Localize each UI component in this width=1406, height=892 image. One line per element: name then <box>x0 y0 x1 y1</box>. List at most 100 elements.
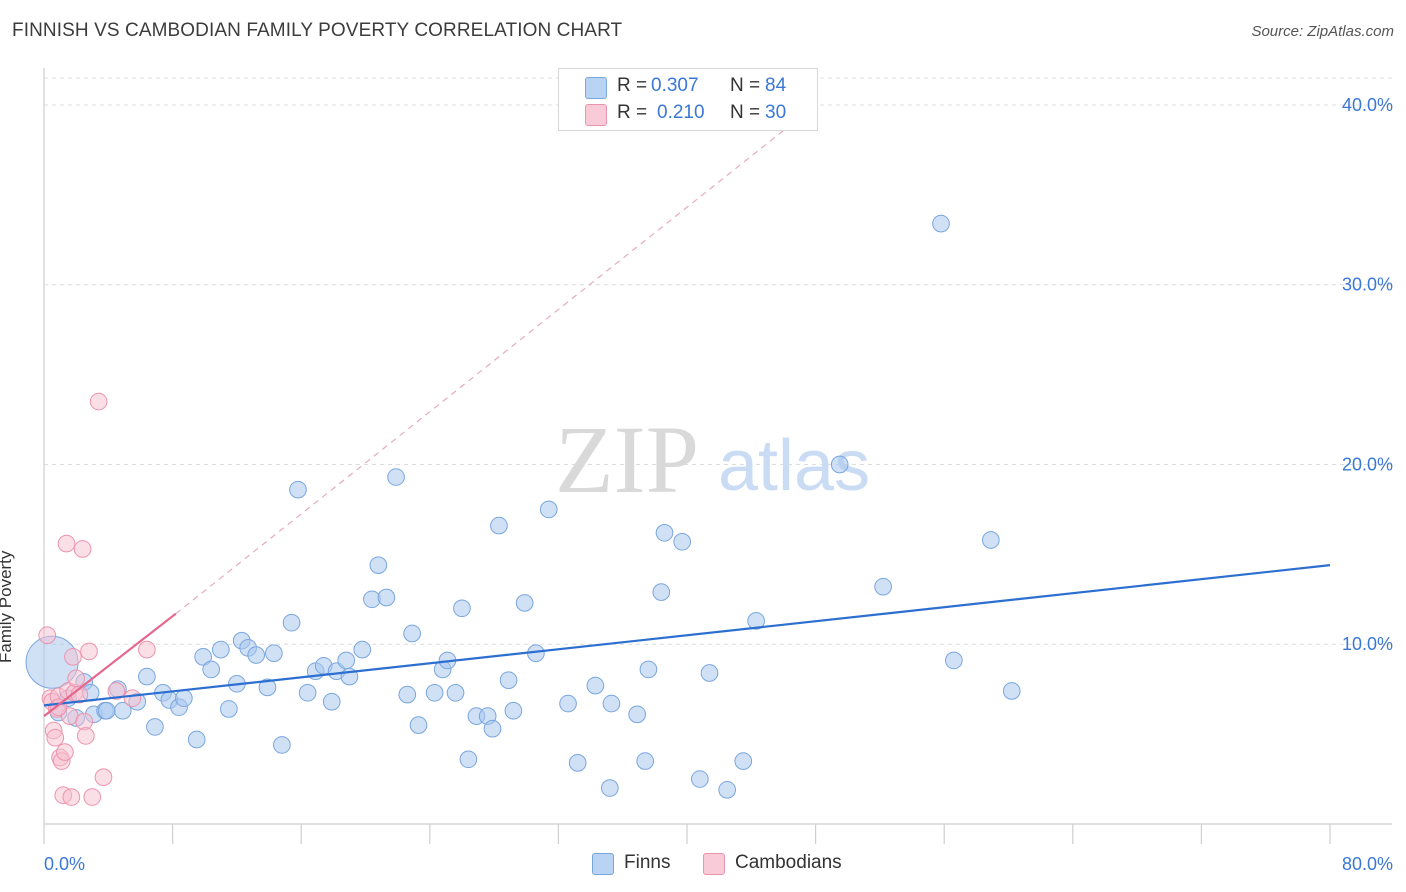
cambodians-point-4 <box>46 728 65 747</box>
finns-point-61 <box>559 694 577 713</box>
cambodians-points <box>38 392 156 806</box>
finns-point-81 <box>981 531 1000 549</box>
finns-point-56 <box>499 671 518 690</box>
source-label: Source: ZipAtlas.com <box>1251 23 1394 40</box>
finns-r-label: R = <box>617 75 648 96</box>
y-tick-label-0: 10.0% <box>1342 634 1393 654</box>
finns-point-26 <box>258 678 277 697</box>
cambodians-point-24 <box>89 392 108 411</box>
finns-point-80 <box>945 651 963 670</box>
finns-point-19 <box>202 660 221 679</box>
cambodians-n-label: N = <box>730 102 761 123</box>
finns-point-58 <box>515 594 534 612</box>
finns-point-69 <box>652 583 671 601</box>
finns-point-45 <box>409 716 428 734</box>
cambodians-swatch <box>585 104 607 126</box>
cambodians-point-15 <box>64 647 82 666</box>
cambodians-trend-line <box>43 612 177 718</box>
finns-swatch <box>585 77 607 99</box>
cambodians-trend-extended <box>175 104 816 615</box>
cambodians-point-28 <box>138 640 156 659</box>
cambodians-point-14 <box>62 788 81 806</box>
finns-point-18 <box>194 647 212 666</box>
finns-point-51 <box>459 750 478 769</box>
finns-r-value: 0.307 <box>651 75 699 96</box>
finns-point-54 <box>483 719 502 738</box>
finns-n-label: N = <box>730 75 761 96</box>
watermark-zip: ZIP <box>555 406 699 513</box>
cambodians-point-0 <box>38 626 57 645</box>
tick-labels: 10.0% 20.0% 30.0% 40.0% 0.0% 80.0% <box>44 95 1393 874</box>
finns-point-27 <box>265 644 283 663</box>
finns-point-82 <box>1002 682 1021 700</box>
cambodians-n-value: 30 <box>765 102 787 123</box>
finns-point-31 <box>298 683 317 702</box>
finns-point-28 <box>273 736 291 754</box>
cambodians-point-22 <box>80 642 98 661</box>
y-tick-label-3: 40.0% <box>1342 95 1393 115</box>
cambodians-point-10 <box>56 743 74 761</box>
finns-point-50 <box>453 599 471 618</box>
finns-point-36 <box>337 651 356 670</box>
finns-point-66 <box>628 705 647 724</box>
cambodians-point-11 <box>57 534 76 553</box>
finns-point-29 <box>282 613 301 632</box>
finns-point-38 <box>353 640 372 659</box>
finns-n-value: 84 <box>765 75 787 96</box>
x-tick-label-min: 0.0% <box>44 854 85 874</box>
finns-point-70 <box>655 523 674 542</box>
finns-point-71 <box>673 532 692 551</box>
finns-point-72 <box>691 770 709 788</box>
finns-point-12 <box>146 718 164 736</box>
cambodians-point-17 <box>67 669 85 688</box>
finns-point-74 <box>718 781 737 799</box>
x-tick-label-max: 80.0% <box>1342 854 1393 874</box>
finns-point-83 <box>97 701 116 720</box>
finns-point-20 <box>211 640 230 659</box>
finns-point-34 <box>322 692 341 711</box>
finns-point-30 <box>289 480 307 499</box>
finns-point-67 <box>636 752 655 770</box>
finns-point-62 <box>568 754 587 772</box>
trend-lines <box>43 564 1331 718</box>
cambodians-r-value: 0.210 <box>657 102 705 123</box>
cambodians-r-label: R = <box>617 102 648 123</box>
y-axis-label: Family Poverty <box>0 550 15 663</box>
chart-title: FINNISH VS CAMBODIAN FAMILY POVERTY CORR… <box>12 20 623 41</box>
finns-point-76 <box>747 612 765 630</box>
finns-point-17 <box>187 730 206 749</box>
finns-point-49 <box>446 683 465 702</box>
finns-point-40 <box>369 556 388 574</box>
cambodians-point-25 <box>94 768 113 787</box>
finns-point-79 <box>932 214 950 233</box>
finns-point-57 <box>504 701 523 720</box>
finns-point-55 <box>490 516 508 535</box>
cambodians-legend-label: Cambodians <box>735 852 842 873</box>
gridlines <box>44 77 1392 645</box>
cambodians-point-21 <box>76 727 95 745</box>
finns-legend-swatch <box>592 853 614 875</box>
finns-point-43 <box>398 685 417 704</box>
finns-point-77 <box>830 455 849 474</box>
finns-point-65 <box>602 694 621 713</box>
y-axis-label-wrap: Family Poverty <box>0 523 36 663</box>
finns-point-64 <box>601 779 619 797</box>
finns-point-42 <box>387 468 405 486</box>
finns-trend-line <box>43 564 1331 707</box>
finns-point-25 <box>247 646 266 664</box>
axes <box>43 68 1392 844</box>
watermark: ZIP atlas <box>555 406 870 513</box>
finns-point-11 <box>138 667 156 686</box>
finns-point-44 <box>403 624 421 643</box>
cambodians-trend-dashed <box>175 104 816 615</box>
cambodians-legend-swatch <box>703 853 725 875</box>
finns-point-68 <box>639 660 658 679</box>
finns-point-41 <box>377 588 396 607</box>
finns-point-46 <box>425 683 444 702</box>
finns-point-63 <box>586 676 605 695</box>
finns-point-73 <box>700 664 719 682</box>
finns-point-21 <box>220 700 238 718</box>
finns-point-16 <box>175 689 193 708</box>
finns-point-75 <box>734 752 753 770</box>
